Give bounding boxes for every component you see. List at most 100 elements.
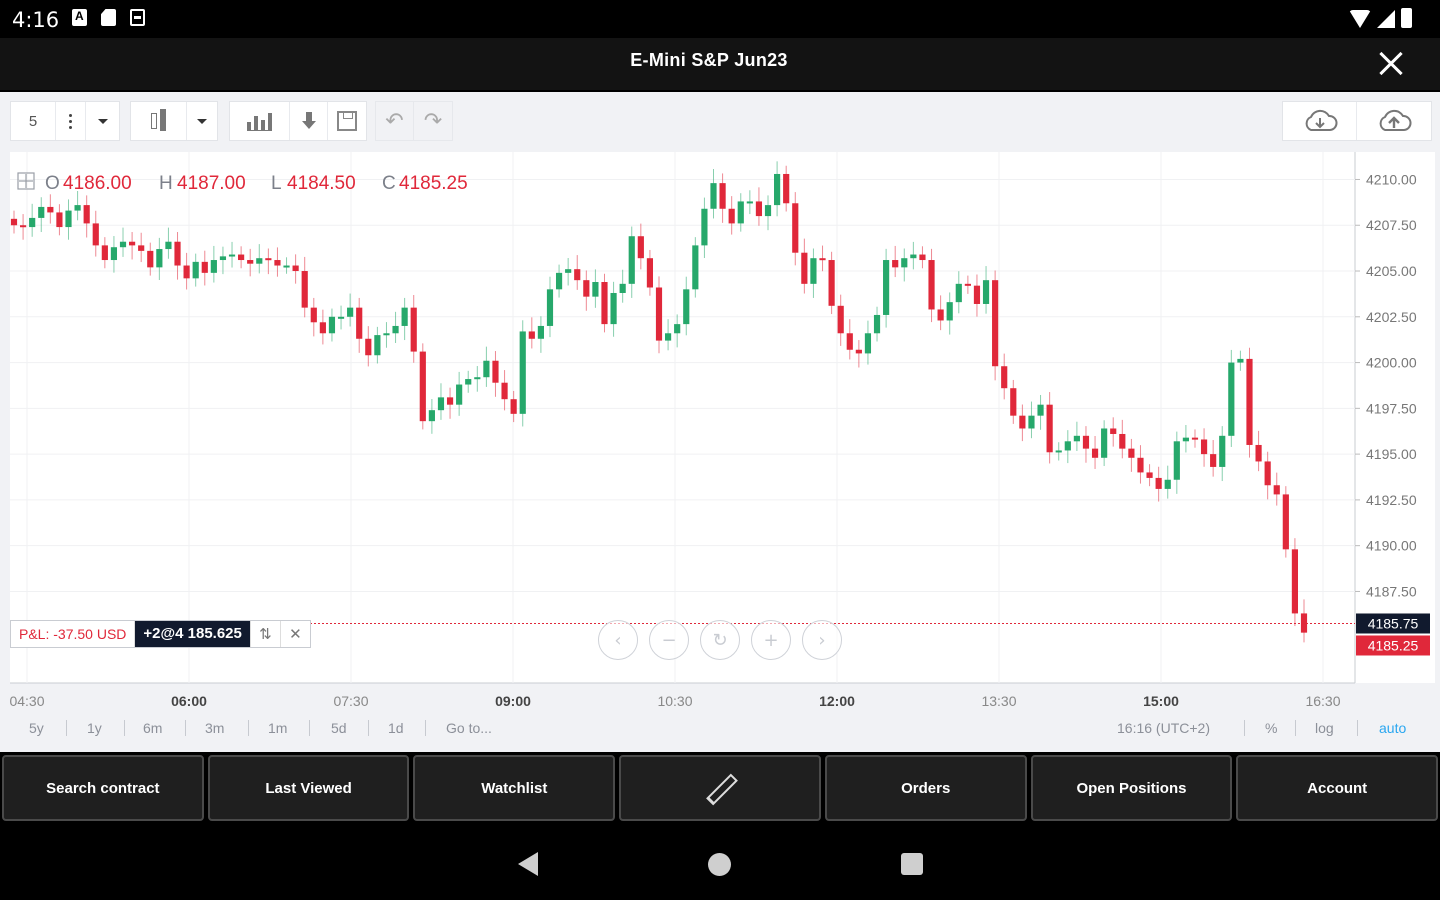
candle-body: [1046, 404, 1053, 453]
chart-panel: 5: [0, 92, 1440, 752]
candle-body: [101, 245, 108, 261]
candle-body: [347, 307, 354, 317]
percent-scale-button[interactable]: %: [1265, 720, 1278, 736]
candle-body: [437, 397, 445, 411]
candle-body: [510, 399, 517, 414]
home-icon[interactable]: [708, 853, 731, 876]
candle-body: [1091, 448, 1099, 458]
candle-body: [192, 261, 199, 279]
candle-body: [492, 360, 499, 383]
range-3m[interactable]: 3m: [205, 720, 225, 736]
candle-body: [83, 205, 90, 224]
open-value: 4186.00: [63, 173, 132, 194]
candle-body: [1146, 472, 1153, 478]
ohlc-legend: O 4186.00 H 4187.00 L 4184.50 C 4185.25: [17, 172, 468, 194]
candle-body: [855, 349, 862, 354]
candle-body: [692, 245, 699, 290]
interval-button[interactable]: 5: [11, 102, 56, 140]
close-button[interactable]: [1372, 45, 1410, 83]
accessibility-icon: [72, 9, 87, 26]
candle-body: [601, 282, 608, 325]
candle-body: [201, 261, 208, 273]
close-value: 4185.25: [399, 173, 468, 194]
candle-body: [328, 316, 336, 334]
candle-body: [846, 333, 853, 350]
candle-body: [10, 218, 18, 226]
candle-body: [1219, 435, 1226, 467]
plus-icon: +: [763, 629, 779, 651]
cloud-download-button[interactable]: [1283, 102, 1357, 140]
page-title: E-Mini S&P Jun23: [630, 50, 788, 70]
download-button[interactable]: [290, 102, 328, 140]
candle-body: [29, 217, 36, 228]
candle-body: [446, 397, 454, 405]
zoom-out-button[interactable]: −: [649, 620, 689, 660]
x-tick-label: 12:00: [819, 693, 855, 709]
cloud-group: [1282, 101, 1432, 141]
back-icon[interactable]: [518, 852, 538, 876]
candle-body: [1228, 362, 1235, 436]
drawing-tools-button[interactable]: [619, 755, 821, 821]
save-button[interactable]: [328, 102, 366, 140]
timezone-button[interactable]: 16:16 (UTC+2): [1117, 720, 1210, 736]
log-scale-button[interactable]: log: [1315, 720, 1334, 736]
x-tick-label: 13:30: [981, 693, 1016, 709]
candle-body: [710, 183, 717, 209]
chart-type-dropdown-button[interactable]: [187, 102, 217, 140]
candle-body: [219, 256, 227, 261]
indicators-button[interactable]: [230, 102, 290, 140]
search-contract-button[interactable]: Search contract: [2, 755, 204, 821]
reverse-position-button[interactable]: ⇅: [249, 621, 280, 647]
recent-apps-icon[interactable]: [901, 853, 923, 875]
redo-button[interactable]: ↷: [414, 102, 452, 140]
x-tick-label: 06:00: [171, 693, 207, 709]
price-chart[interactable]: 4210.00 4207.50 4205.00 4202.50 4200.00 4197.…: [0, 152, 1440, 714]
candle-body: [238, 254, 245, 261]
scroll-right-button[interactable]: ›: [802, 620, 842, 660]
close-position-button[interactable]: ✕: [279, 621, 310, 647]
account-button[interactable]: Account: [1236, 755, 1439, 821]
candle-body: [637, 236, 644, 259]
cloud-upload-icon: [1379, 109, 1412, 131]
y-tick-label: 4202.50: [1366, 309, 1417, 325]
reset-chart-button[interactable]: ↻: [700, 620, 740, 660]
orders-button[interactable]: Orders: [824, 755, 1027, 821]
high-label: H: [159, 173, 173, 194]
candle-body: [1055, 450, 1062, 453]
range-1d[interactable]: 1d: [388, 720, 404, 736]
candle-body: [546, 289, 554, 326]
range-5d[interactable]: 5d: [331, 720, 347, 736]
range-1y[interactable]: 1y: [87, 720, 102, 736]
chart-toolbar: 5: [0, 92, 1440, 152]
candle-body: [873, 314, 881, 334]
range-6m[interactable]: 6m: [143, 720, 163, 736]
undo-button[interactable]: ↶: [376, 102, 414, 140]
cloud-upload-button[interactable]: [1357, 102, 1431, 140]
auto-scale-button[interactable]: auto: [1379, 720, 1407, 736]
scroll-left-button[interactable]: ‹: [598, 620, 638, 660]
go-to-date-button[interactable]: Go to...: [446, 720, 492, 736]
candle-body: [1191, 437, 1199, 440]
candle-body: [292, 265, 299, 272]
open-positions-button[interactable]: Open Positions: [1030, 755, 1233, 821]
price-axis: [1355, 152, 1435, 683]
zoom-in-button[interactable]: +: [751, 620, 791, 660]
candle-body: [1155, 477, 1162, 489]
expand-legend-icon[interactable]: [17, 172, 35, 190]
range-5y[interactable]: 5y: [29, 720, 44, 736]
candle-body: [174, 241, 181, 266]
interval-more-button[interactable]: [56, 102, 86, 140]
candle-body: [365, 338, 372, 356]
chart-type-button[interactable]: [131, 102, 187, 140]
position-quantity[interactable]: +2@4 185.625: [135, 621, 250, 647]
candle-body: [19, 225, 27, 228]
watchlist-button[interactable]: Watchlist: [413, 755, 616, 821]
range-1m[interactable]: 1m: [268, 720, 288, 736]
candle-body: [47, 206, 54, 213]
last-viewed-button[interactable]: Last Viewed: [207, 755, 410, 821]
candle-body: [728, 208, 735, 224]
candle-body: [674, 324, 681, 334]
interval-dropdown-button[interactable]: [86, 102, 119, 140]
candle-body: [228, 254, 236, 257]
